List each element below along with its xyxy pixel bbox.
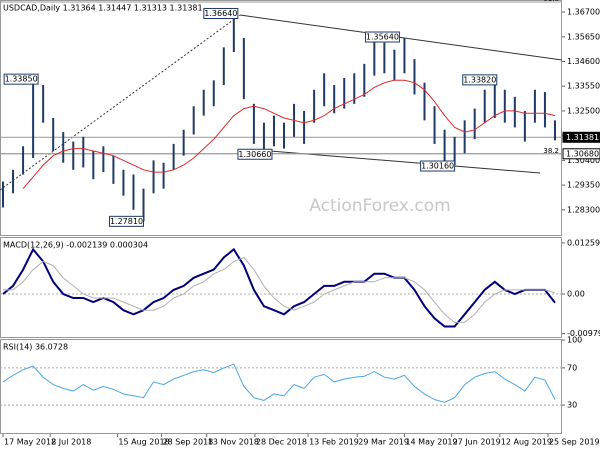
series-line [2, 363, 556, 403]
annotation-box [203, 7, 239, 19]
y-tick-label: 1.29350 [567, 181, 600, 190]
series-line [22, 79, 556, 189]
annotation-box [109, 215, 145, 227]
y-tick-label: 70 [567, 363, 577, 372]
panel-title: USDCAD,Daily 1.31364 1.31447 1.31313 1.3… [3, 4, 203, 13]
annotation-label: 1.36640 [204, 9, 237, 18]
y-tick-label: 1.34600 [567, 57, 600, 66]
y-tick-label: 0.012599 [567, 238, 600, 247]
panel-title: MACD(12,26,9) -0.002139 0.000304 [3, 241, 148, 250]
watermark: ActionForex.com [309, 196, 450, 216]
x-tick-label: 13 Feb 2019 [309, 438, 359, 447]
price-label: 1.31381 [566, 133, 599, 142]
y-tick-label: 100 [567, 336, 582, 345]
x-tick-label: 13 Nov 2018 [208, 438, 259, 447]
x-tick-label: 27 Jun 2019 [453, 438, 501, 447]
x-tick-label: 15 Aug 2018 [118, 438, 169, 447]
annotation-label: 1.30660 [238, 150, 271, 159]
annotation-box [364, 31, 400, 43]
trend-line [0, 14, 241, 191]
x-tick-label: 28 Sep 2018 [163, 438, 214, 447]
x-tick-label: 29 Mar 2019 [358, 438, 409, 447]
x-tick-label: 2 Jul 2018 [51, 438, 91, 447]
y-tick-label: 1.28300 [567, 205, 600, 214]
price-box [562, 148, 600, 160]
y-tick-label: 1.36700 [567, 8, 600, 17]
price-label: 1.30680 [566, 149, 599, 158]
annotation-box [3, 73, 39, 85]
fib-label: 61.8 [543, 0, 559, 3]
x-tick-label: 12 Aug 2019 [501, 438, 552, 447]
series-line [3, 256, 556, 323]
annotation-box [237, 148, 273, 160]
annotation-label: 1.33820 [463, 75, 496, 84]
annotation-label: 1.33850 [5, 75, 38, 84]
x-tick-label: 25 Sep 2019 [549, 438, 600, 447]
y-tick-label: 1.35650 [567, 32, 600, 41]
annotation-box [420, 160, 456, 172]
x-tick-label: 17 May 2018 [4, 438, 56, 447]
y-tick-label: 1.30400 [567, 156, 600, 165]
rsi-panel-frame [0, 339, 562, 434]
trend-line [269, 150, 541, 174]
x-tick-label: 14 May 2019 [405, 438, 457, 447]
y-tick-label: 1.33550 [567, 82, 600, 91]
annotation-label: 1.35640 [366, 33, 399, 42]
y-tick-label: -0.00979 [567, 329, 600, 338]
y-tick-label: 30 [567, 401, 577, 410]
price-panel-frame [0, 0, 562, 236]
macd-panel-frame [0, 237, 562, 338]
annotation-box [462, 74, 498, 86]
annotation-label: 1.27810 [110, 217, 143, 226]
x-tick-label: 28 Dec 2018 [256, 438, 307, 447]
fib-label: 38.2 [543, 147, 559, 155]
annotation-label: 1.30160 [421, 162, 454, 171]
price-box [562, 131, 600, 143]
panel-title: RSI(14) 36.0728 [3, 343, 68, 352]
y-tick-label: 1.32500 [567, 106, 600, 115]
y-tick-label: 0.00 [567, 289, 585, 298]
series-line [2, 247, 556, 328]
trend-line [239, 14, 563, 61]
